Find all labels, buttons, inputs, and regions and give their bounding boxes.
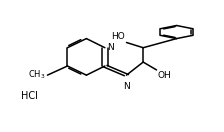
Text: CH$_3$: CH$_3$ [28, 69, 46, 81]
Text: OH: OH [158, 71, 171, 80]
Text: HCl: HCl [21, 91, 38, 101]
Text: N: N [123, 82, 130, 91]
Text: N: N [108, 43, 114, 52]
Text: HO: HO [112, 32, 125, 41]
